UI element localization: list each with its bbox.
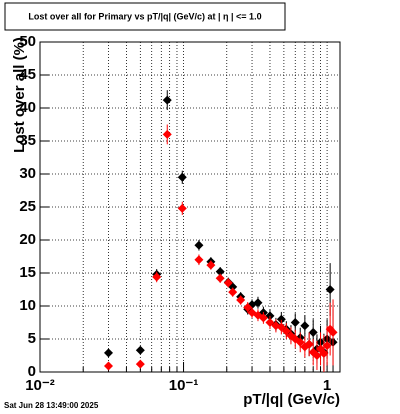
y-tick-label: 40: [19, 99, 36, 116]
data-point: [215, 273, 225, 283]
y-tick-label: 25: [19, 198, 36, 215]
x-axis-label: pT/|q| (GeV/c): [243, 391, 340, 408]
data-point: [135, 359, 145, 369]
data-point: [162, 95, 172, 105]
y-tick-label: 50: [19, 33, 36, 50]
y-tick-label: 0: [28, 363, 36, 380]
data-point: [322, 341, 332, 351]
data-point: [290, 318, 300, 327]
footer-date: Sat Jun 28 13:49:00 2025: [4, 401, 99, 410]
chart-title: Lost over all for Primary vs pT/|q| (GeV…: [28, 11, 261, 21]
data-point: [215, 267, 225, 277]
data-point: [162, 129, 172, 139]
y-tick-label: 5: [28, 330, 36, 347]
data-point: [253, 298, 263, 308]
y-axis-label: Lost over all (%): [11, 37, 28, 153]
data-point: [152, 272, 162, 282]
x-tick-label: 1: [323, 377, 331, 394]
data-point: [103, 348, 113, 358]
x-tick-label: 10⁻¹: [169, 377, 199, 394]
data-point: [276, 314, 286, 324]
data-point: [312, 351, 322, 360]
y-tick-label: 15: [19, 264, 36, 281]
data-point: [177, 203, 187, 213]
data-point: [236, 295, 246, 305]
title-box: [4, 2, 286, 31]
data-point: [194, 255, 204, 265]
y-tick-label: 30: [19, 165, 36, 182]
data-point: [308, 327, 318, 337]
data-point: [281, 326, 291, 336]
data-point: [228, 287, 238, 297]
data-point: [328, 327, 338, 337]
data-point: [258, 313, 268, 323]
y-tick-label: 45: [19, 66, 36, 83]
y-tick-label: 35: [19, 132, 36, 149]
data-point: [304, 339, 314, 349]
data-point: [135, 345, 145, 355]
data-point: [223, 278, 233, 288]
data-point: [300, 321, 310, 331]
plot-frame: [39, 41, 341, 373]
data-point: [103, 361, 113, 371]
y-tick-label: 20: [19, 231, 36, 248]
data-point: [194, 240, 204, 250]
y-tick-label: 10: [19, 297, 36, 314]
x-tick-label: 10⁻²: [25, 377, 55, 394]
data-point: [206, 260, 216, 270]
data-point: [243, 302, 253, 312]
data-point: [265, 318, 275, 327]
data-point: [295, 337, 305, 347]
data-point: [325, 285, 335, 294]
data-point: [319, 349, 329, 359]
data-point: [177, 172, 187, 182]
